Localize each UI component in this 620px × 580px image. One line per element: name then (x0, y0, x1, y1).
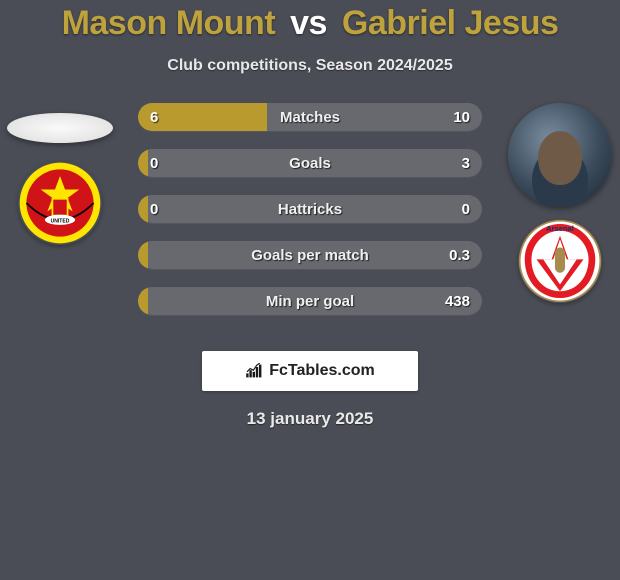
stat-label: Goals (138, 155, 482, 172)
date: 13 january 2025 (0, 409, 620, 429)
stat-label: Goals per match (138, 247, 482, 264)
infographic: Mason Mount vs Gabriel Jesus Club compet… (0, 0, 620, 580)
right-player-column: Arsenal (500, 103, 620, 303)
stat-value-right: 0.3 (449, 247, 470, 264)
subtitle: Club competitions, Season 2024/2025 (0, 57, 620, 75)
watermark-text: FcTables.com (269, 362, 375, 380)
stat-label: Matches (138, 109, 482, 126)
vs-text: vs (290, 4, 327, 42)
comparison-title: Mason Mount vs Gabriel Jesus (0, 0, 620, 43)
stat-value-right: 0 (462, 201, 470, 218)
stat-value-right: 438 (445, 293, 470, 310)
watermark-icon (245, 363, 265, 379)
player2-name: Gabriel Jesus (342, 4, 559, 42)
stat-label: Hattricks (138, 201, 482, 218)
player2-club-logo: Arsenal (518, 219, 602, 303)
watermark: FcTables.com (202, 351, 418, 391)
stat-value-right: 3 (462, 155, 470, 172)
stat-bar: Min per goal438 (138, 287, 482, 315)
stat-bar: 0Hattricks0 (138, 195, 482, 223)
stat-bar: 0Goals3 (138, 149, 482, 177)
player1-name: Mason Mount (62, 4, 276, 42)
svg-text:Arsenal: Arsenal (546, 224, 574, 233)
left-player-column: UNITED (0, 103, 120, 245)
stat-value-right: 10 (453, 109, 470, 126)
stat-label: Min per goal (138, 293, 482, 310)
main-row: UNITED 6Matches100Goals30Hattricks0Goals… (0, 103, 620, 333)
player1-club-logo: UNITED (18, 161, 102, 245)
svg-text:UNITED: UNITED (51, 218, 70, 224)
player1-photo (7, 113, 113, 143)
stat-bar: Goals per match0.3 (138, 241, 482, 269)
stat-bars: 6Matches100Goals30Hattricks0Goals per ma… (138, 103, 482, 315)
stat-bar: 6Matches10 (138, 103, 482, 131)
player2-photo (508, 103, 612, 207)
